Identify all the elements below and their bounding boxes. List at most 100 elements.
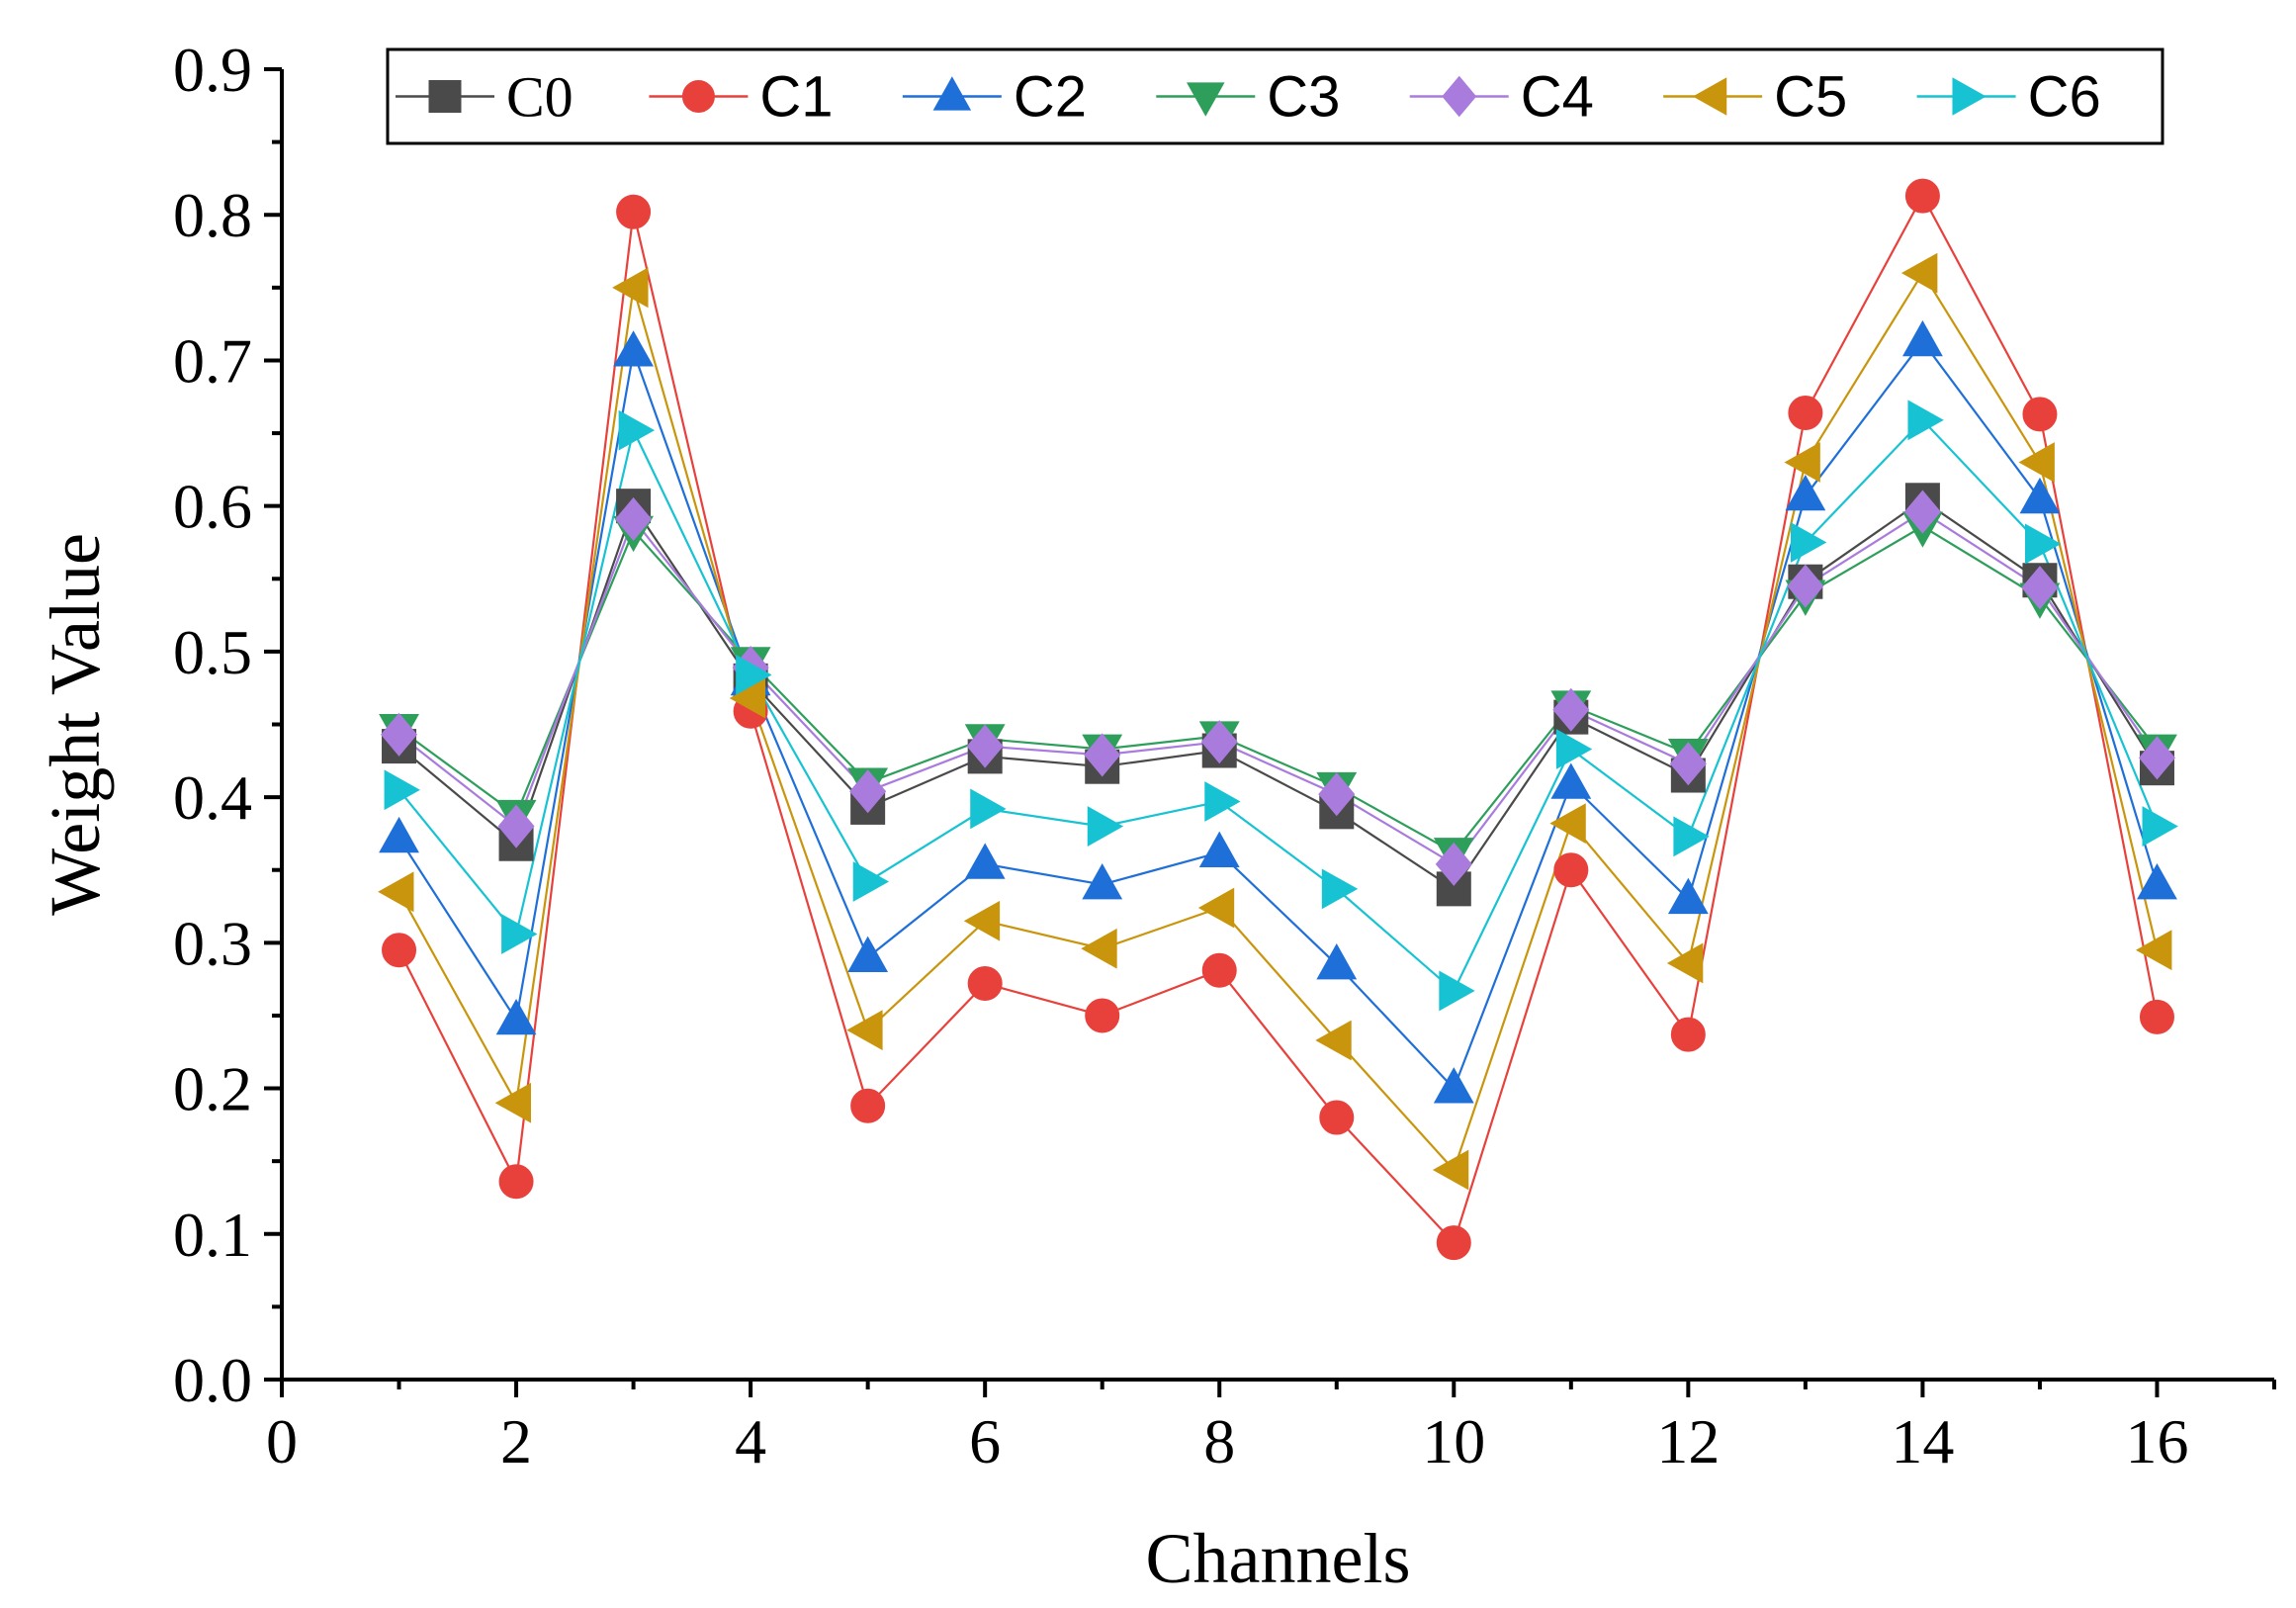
data-point-c1	[616, 194, 652, 229]
y-tick-label: 0.3	[173, 908, 252, 978]
data-point-c4	[1084, 733, 1121, 777]
data-point-c1	[2139, 999, 2174, 1034]
data-point-c6	[1204, 781, 1241, 822]
data-point-c5	[612, 267, 649, 309]
data-point-c2	[1316, 942, 1358, 980]
x-tick-label: 0	[266, 1406, 298, 1476]
data-point-c2	[1667, 877, 1709, 915]
legend-item-c3: C3	[1156, 65, 1340, 130]
x-tick-label: 16	[2125, 1406, 2188, 1476]
y-tick-label: 0.0	[173, 1345, 252, 1415]
data-point-c5	[494, 1082, 532, 1123]
data-point-c5	[846, 1010, 883, 1051]
x-tick-label: 4	[735, 1406, 766, 1476]
legend-label: C4	[1521, 65, 1594, 130]
legend-marker	[1187, 82, 1225, 117]
data-point-c1	[967, 966, 1003, 1002]
series-points-c2	[379, 319, 2177, 1104]
data-point-c1	[2022, 397, 2058, 432]
data-point-c5	[1549, 803, 1586, 845]
data-point-c1	[1553, 852, 1589, 888]
data-point-c1	[850, 1088, 886, 1123]
legend-marker	[428, 80, 462, 113]
data-point-c4	[497, 804, 535, 849]
legend-item-c4: C4	[1409, 65, 1594, 130]
legend-item-c0: C0	[396, 65, 574, 130]
data-point-c5	[729, 677, 766, 719]
data-point-c1	[1904, 178, 1940, 214]
x-tick-label: 8	[1203, 1406, 1235, 1476]
data-point-c5	[1666, 942, 1704, 984]
data-point-c2	[379, 816, 419, 853]
series-markers	[378, 178, 2178, 1261]
data-point-c4	[1787, 564, 1824, 608]
series-points-c0	[382, 483, 2174, 907]
series-lines	[397, 193, 2159, 1245]
data-point-c6	[1321, 868, 1359, 910]
y-tick-label: 0.4	[173, 762, 252, 833]
series-points-c5	[378, 252, 2172, 1191]
legend-item-c5: C5	[1663, 65, 1847, 130]
data-point-c5	[1784, 442, 1820, 483]
axes: 0.0 0.1 0.2 0.3 0.4 0.5 0.6 0.7 0.8 0.9 0 2 4 6 8 10 12 1…	[173, 35, 2276, 1476]
data-point-c1	[1201, 952, 1237, 988]
data-point-c5	[378, 871, 414, 913]
data-point-c6	[970, 788, 1007, 830]
data-point-c1	[498, 1164, 534, 1200]
data-point-c2	[1785, 474, 1826, 511]
data-point-c5	[2018, 442, 2055, 483]
y-tick-label: 0.2	[173, 1054, 252, 1124]
data-point-c1	[382, 933, 417, 968]
series-line-c1	[397, 193, 2159, 1245]
legend-marker	[1442, 75, 1477, 118]
data-point-c6	[618, 409, 656, 451]
data-point-c6	[736, 655, 772, 695]
legend-marker	[681, 80, 715, 113]
legend-label: C0	[506, 65, 574, 130]
data-point-c4	[615, 496, 653, 541]
data-point-c1	[1085, 998, 1120, 1033]
legend-item-c6: C6	[1916, 65, 2101, 130]
series-line-c0	[397, 498, 2159, 891]
data-point-c2	[1433, 1067, 1474, 1104]
data-point-c1	[1788, 395, 1823, 430]
legend-label: C3	[1267, 65, 1340, 130]
data-point-c4	[966, 724, 1004, 768]
data-point-c2	[1550, 762, 1592, 799]
data-point-c4	[1903, 490, 1941, 534]
data-point-c5	[963, 900, 1001, 941]
data-point-c5	[1432, 1149, 1469, 1191]
data-point-c6	[852, 861, 890, 902]
data-point-c6	[1907, 400, 1944, 441]
data-point-c2	[1198, 831, 1240, 868]
data-point-c2	[2137, 863, 2177, 900]
legend-label: C2	[1014, 65, 1087, 130]
data-point-c5	[1197, 887, 1235, 929]
y-tick-label: 0.1	[173, 1200, 252, 1270]
legend-item-c2: C2	[902, 65, 1087, 130]
data-point-c6	[1555, 729, 1593, 769]
data-point-c5	[1900, 252, 1938, 294]
legend-marker	[1692, 77, 1727, 116]
series-points-c4	[381, 490, 2175, 886]
data-point-c2	[1082, 863, 1123, 900]
data-point-c6	[384, 769, 420, 811]
data-point-c2	[613, 330, 654, 367]
series-line-c4	[397, 510, 2159, 866]
legend-label: C6	[2028, 65, 2101, 130]
data-point-c1	[1670, 1017, 1706, 1052]
data-point-c4	[1200, 720, 1238, 764]
series-points-c3	[379, 511, 2177, 874]
series-line-c5	[397, 271, 2159, 1173]
y-tick-label: 0.9	[173, 35, 252, 105]
x-tick-label: 2	[500, 1406, 532, 1476]
data-point-c4	[1318, 772, 1356, 817]
data-point-c6	[1790, 522, 1827, 563]
data-point-c6	[1087, 806, 1124, 847]
y-tick-label: 0.5	[173, 617, 252, 687]
data-point-c4	[381, 712, 418, 757]
data-point-c1	[1319, 1100, 1355, 1135]
data-point-c6	[2024, 523, 2062, 565]
data-point-c6	[1673, 816, 1710, 857]
